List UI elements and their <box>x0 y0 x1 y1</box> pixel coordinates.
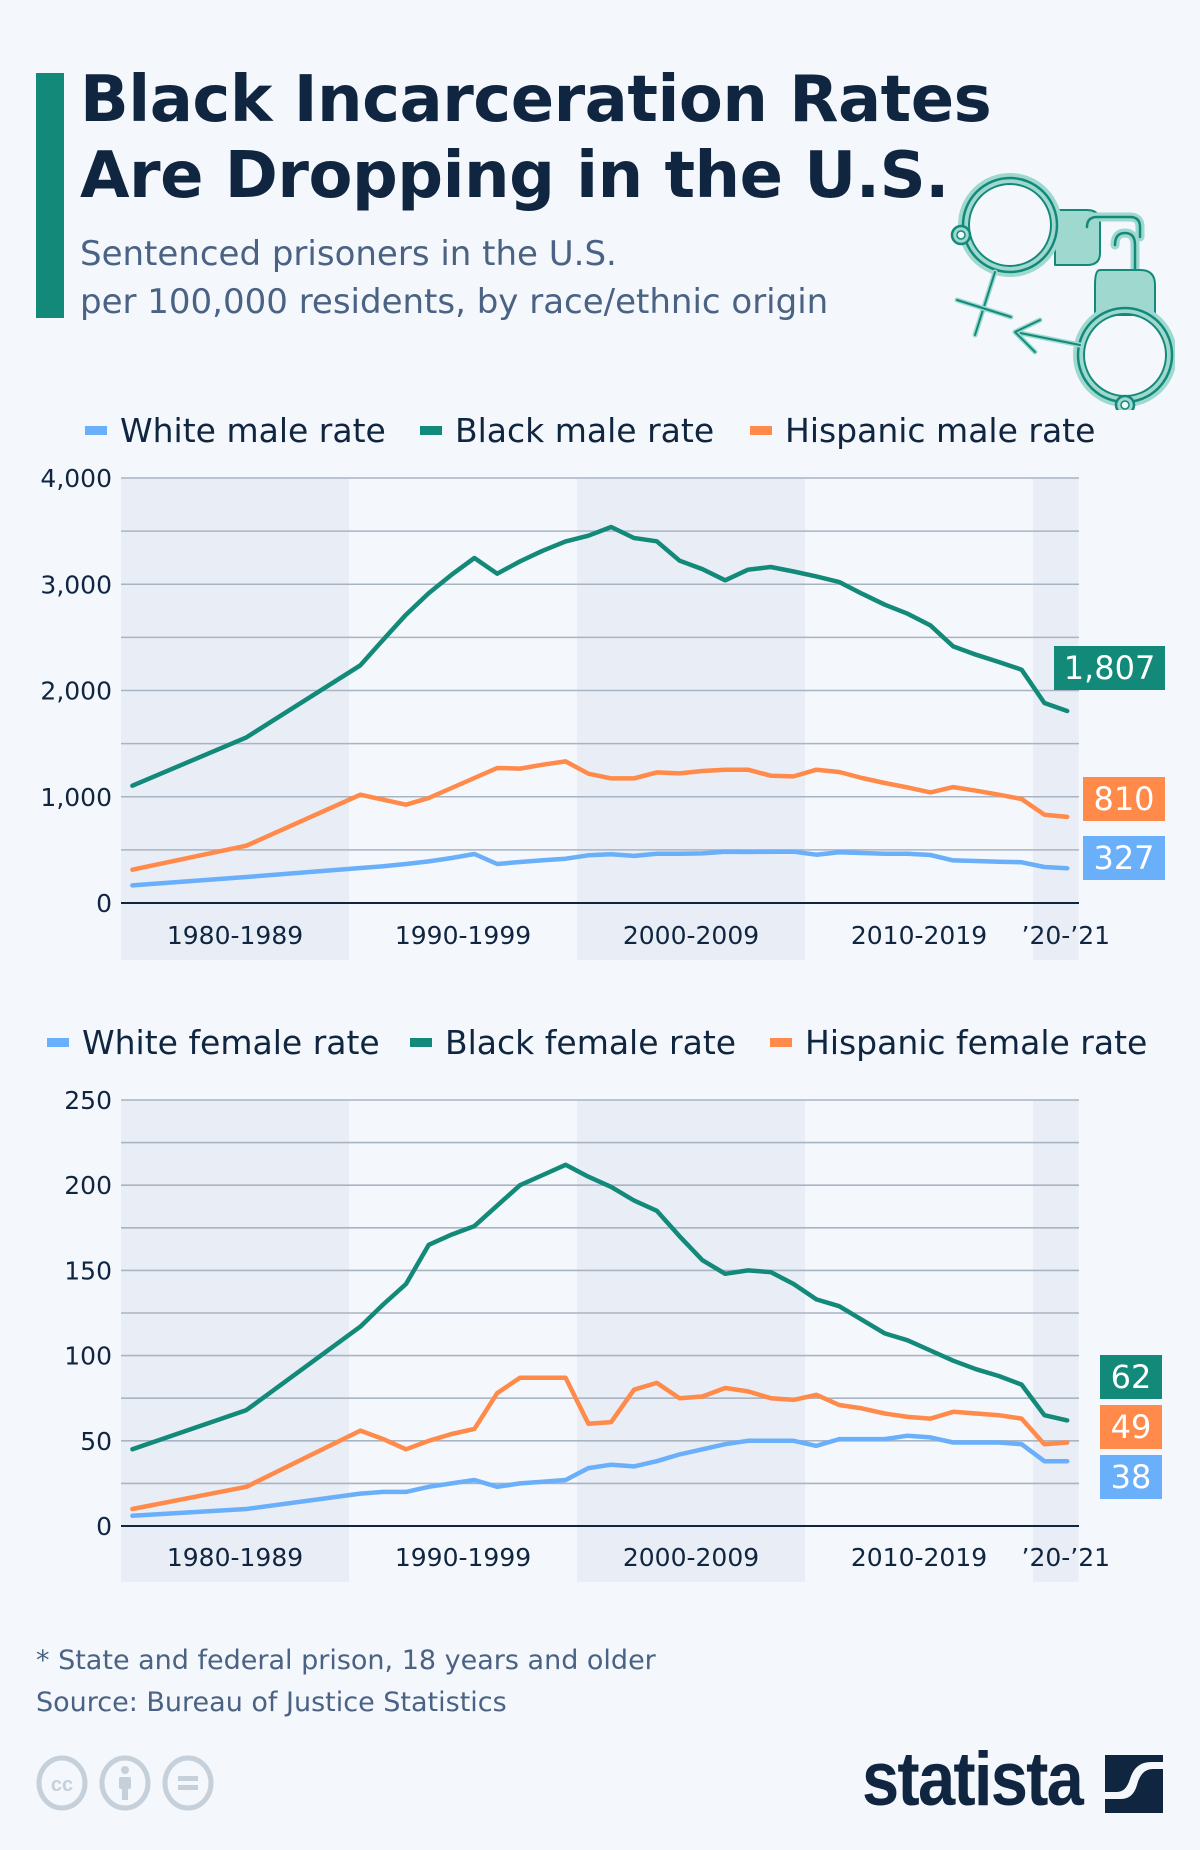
legend-label-hispanic: Hispanic male rate <box>785 411 1095 450</box>
footnote: * State and federal prison, 18 years and… <box>36 1640 656 1724</box>
gridlines <box>121 477 1079 904</box>
end-label-box-black <box>1100 1355 1162 1399</box>
end-label-box-hispanic <box>1100 1405 1162 1449</box>
title-line-2: Are Dropping in the U.S. <box>80 139 949 213</box>
x-axis-label: 1990-1999 <box>395 921 531 950</box>
series-line-white <box>130 849 1070 888</box>
decade-bands <box>121 1100 1079 1582</box>
statista-logo-mark-icon <box>1105 1755 1163 1813</box>
legend-swatch-white <box>85 426 107 435</box>
series-line-hispanic <box>130 759 1070 872</box>
x-axis-label: 2010-2019 <box>851 1543 987 1572</box>
series-lines <box>130 524 1070 888</box>
x-axis-labels: 1980-1989 1990-1999 2000-2009 2010-2019 ’20-… <box>167 1543 1110 1572</box>
no-derivatives-icon[interactable] <box>162 1755 214 1811</box>
title-line-1: Black Incarceration Rates <box>80 63 992 137</box>
y-axis-tick-label: 0 <box>96 889 112 918</box>
gridlines <box>121 1099 1079 1527</box>
x-axis-label: 2010-2019 <box>851 921 987 950</box>
end-value-label-hispanic: 810 <box>1093 780 1154 818</box>
x-axis-label: ’20-’21 <box>1022 1543 1111 1572</box>
legend-label-black: Black female rate <box>445 1023 736 1062</box>
decade-band <box>577 1100 805 1582</box>
y-axis-ticks: 0 1,000 2,000 3,000 4,000 <box>40 464 112 918</box>
x-axis-label: 1980-1989 <box>167 921 303 950</box>
y-axis-tick-label: 250 <box>64 1086 112 1115</box>
brand-name: statista <box>862 1737 1084 1822</box>
y-axis-tick-label: 2,000 <box>40 677 112 706</box>
y-axis-tick-label: 100 <box>64 1342 112 1371</box>
x-axis-label: 1990-1999 <box>395 1543 531 1572</box>
end-label-box-hispanic <box>1083 777 1165 821</box>
y-axis-tick-label: 50 <box>80 1427 112 1456</box>
statista-logo[interactable]: statista <box>862 1737 1163 1822</box>
page-title: Black Incarceration Rates Are Dropping i… <box>80 62 992 214</box>
end-value-label-white: 38 <box>1111 1458 1152 1496</box>
female-rate-chart: 0 50 100 150 200 250 1980-1989 1990-1999 2000-2… <box>47 1023 1162 1582</box>
y-axis-tick-label: 1,000 <box>40 783 112 812</box>
handcuffs-gender-symbols-icon <box>950 173 1175 410</box>
title-accent-bar <box>36 73 64 318</box>
license-icons: cc <box>36 1755 214 1811</box>
y-axis-tick-label: 200 <box>64 1171 112 1200</box>
legend-swatch-white <box>47 1038 69 1047</box>
end-label-box-white <box>1100 1455 1162 1499</box>
y-axis-tick-label: 4,000 <box>40 464 112 493</box>
svg-text:cc: cc <box>51 1774 73 1796</box>
end-label-box-white <box>1083 836 1165 880</box>
series-line-black <box>130 1162 1070 1452</box>
y-axis-tick-label: 150 <box>64 1256 112 1285</box>
page-subtitle: Sentenced prisoners in the U.S. per 100,… <box>80 230 828 326</box>
legend-swatch-hispanic <box>750 426 772 435</box>
creative-commons-icon[interactable]: cc <box>36 1755 88 1811</box>
legend-swatch-black <box>410 1038 432 1047</box>
legend-swatch-hispanic <box>770 1038 792 1047</box>
x-axis-label: 2000-2009 <box>623 921 759 950</box>
legend: White female rate Black female rate Hispan… <box>47 1023 1147 1062</box>
x-axis-labels: 1980-1989 1990-1999 2000-2009 2010-2019 ’20-… <box>167 921 1110 950</box>
subtitle-line-1: Sentenced prisoners in the U.S. <box>80 234 617 274</box>
legend-label-white: White female rate <box>82 1023 380 1062</box>
attribution-icon[interactable] <box>99 1755 151 1811</box>
footnote-source: Source: Bureau of Justice Statistics <box>36 1687 507 1718</box>
series-line-black <box>130 524 1070 788</box>
x-axis-label: 1980-1989 <box>167 1543 303 1572</box>
series-line-hispanic <box>130 1375 1070 1512</box>
decade-band <box>1033 1100 1079 1582</box>
legend-swatch-black <box>420 426 442 435</box>
male-rate-chart: 0 1,000 2,000 3,000 4,000 1980-1989 1990-1999… <box>40 411 1165 960</box>
end-value-label-hispanic: 49 <box>1111 1408 1152 1446</box>
decade-band <box>1033 478 1079 960</box>
legend-label-white: White male rate <box>120 411 386 450</box>
y-axis-tick-label: 0 <box>96 1512 112 1541</box>
x-axis-label: 2000-2009 <box>623 1543 759 1572</box>
end-value-labels: 38 62 49 <box>1100 1355 1162 1499</box>
subtitle-line-2: per 100,000 residents, by race/ethnic or… <box>80 282 829 322</box>
legend: White male rate Black male rate Hispanic m… <box>85 411 1095 450</box>
footnote-note: * State and federal prison, 18 years and… <box>36 1645 656 1676</box>
x-axis-label: ’20-’21 <box>1022 921 1111 950</box>
end-value-label-white: 327 <box>1093 839 1154 877</box>
end-value-labels: 327 1,807 810 <box>1054 646 1165 880</box>
y-axis-ticks: 0 50 100 150 200 250 <box>64 1086 112 1541</box>
end-value-label-black: 62 <box>1111 1358 1152 1396</box>
series-line-white <box>130 1433 1070 1519</box>
y-axis-tick-label: 3,000 <box>40 570 112 599</box>
legend-label-black: Black male rate <box>455 411 714 450</box>
series-lines <box>130 1162 1070 1519</box>
end-label-box-black <box>1054 646 1165 690</box>
decade-band <box>577 478 805 960</box>
end-value-label-black: 1,807 <box>1064 649 1156 687</box>
legend-label-hispanic: Hispanic female rate <box>805 1023 1147 1062</box>
